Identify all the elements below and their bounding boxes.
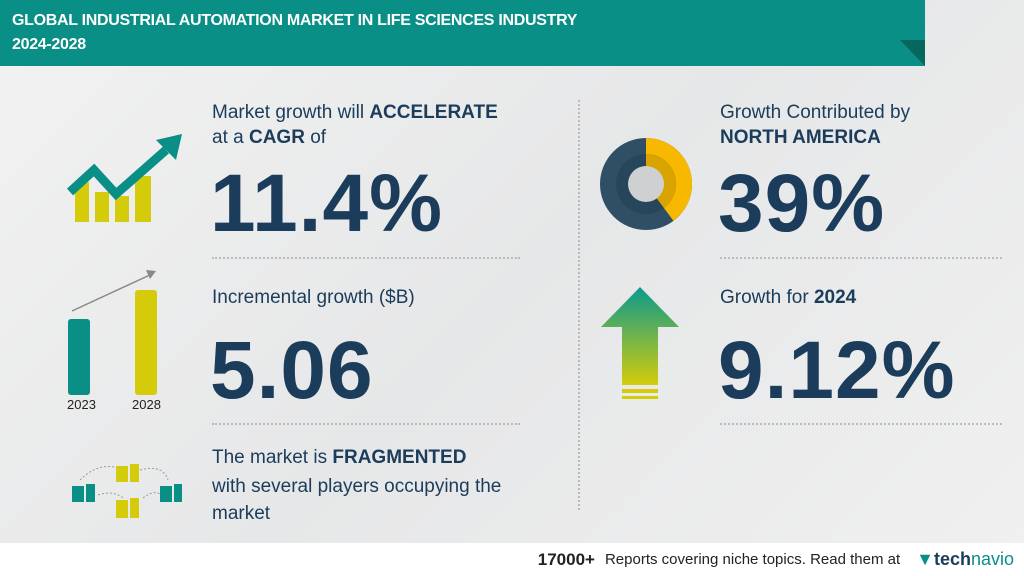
- bar-comparison-icon: [68, 270, 157, 395]
- region-line1: Growth Contributed by: [720, 102, 911, 123]
- yoy-value: 9.12%: [718, 325, 956, 416]
- header-banner: [0, 0, 925, 66]
- report-count: 17000+: [537, 549, 595, 569]
- market-line3: market: [212, 503, 271, 524]
- footer-bar: 17000+ Reports covering niche topics. Re…: [0, 543, 1024, 576]
- divider: [720, 423, 1002, 425]
- incremental-value: 5.06: [210, 325, 374, 416]
- page-title: GLOBAL INDUSTRIAL AUTOMATION MARKET IN L…: [12, 12, 578, 29]
- cagr-line1: Market growth will ACCELERATE: [212, 102, 498, 123]
- footer-text[interactable]: Reports covering niche topics. Read them…: [604, 551, 901, 568]
- cagr-line2: at a CAGR of: [212, 127, 327, 148]
- incremental-label: Incremental growth ($B): [212, 287, 415, 308]
- bar-label-2023: 2023: [67, 397, 96, 412]
- cagr-value: 11.4%: [210, 158, 443, 249]
- bar-label-2028: 2028: [132, 397, 161, 412]
- brand-suffix: navio: [970, 549, 1014, 569]
- brand-prefix: tech: [933, 549, 971, 569]
- region-name: NORTH AMERICA: [720, 127, 881, 148]
- yoy-label: Growth for 2024: [720, 287, 857, 308]
- market-line2: with several players occupying the: [212, 476, 502, 497]
- region-value: 39%: [718, 158, 886, 249]
- banner-fold: [900, 40, 925, 66]
- page-subtitle-years: 2024-2028: [12, 36, 86, 53]
- buildings-network-icon: [72, 464, 182, 518]
- market-line1: The market is FRAGMENTED: [212, 447, 467, 468]
- divider: [212, 257, 520, 259]
- trend-up-bar-chart-icon: [66, 134, 182, 222]
- technavio-logo[interactable]: ▼technavio: [916, 549, 1014, 570]
- divider: [720, 257, 1002, 259]
- donut-chart-icon: [600, 138, 692, 230]
- up-arrow-icon: [601, 287, 679, 399]
- vertical-divider: [578, 100, 580, 510]
- divider: [212, 423, 520, 425]
- technavio-flag-icon: ▼: [916, 549, 934, 569]
